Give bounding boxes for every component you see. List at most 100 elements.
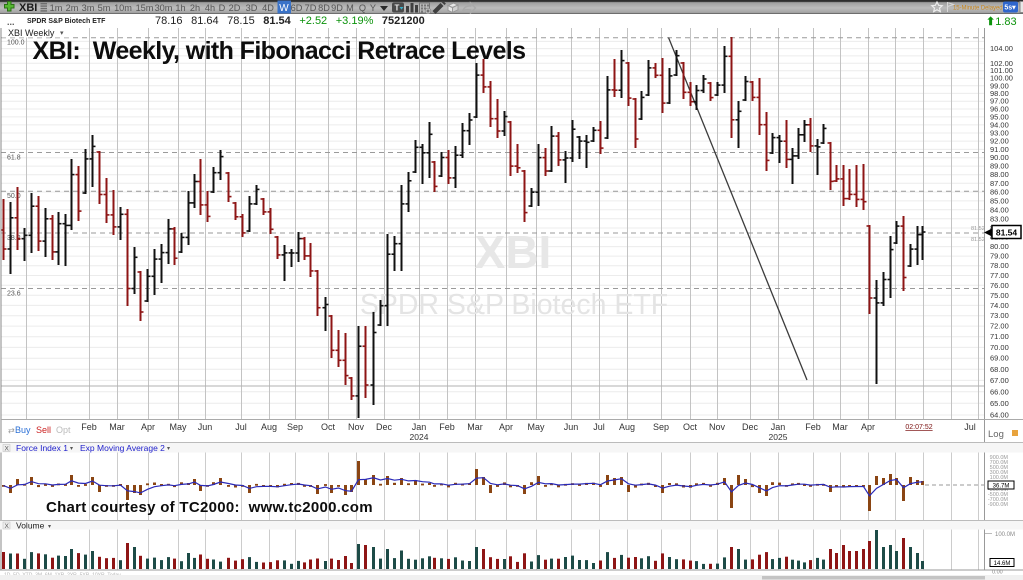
svg-text:5m: 5m [98,3,111,13]
svg-text:Sep: Sep [287,422,303,432]
svg-text:100.0M: 100.0M [995,532,1015,538]
svg-text:104.00: 104.00 [990,44,1013,53]
svg-text:Feb: Feb [439,422,455,432]
svg-text:0.00: 0.00 [992,570,1003,576]
svg-text:73.00: 73.00 [990,311,1009,320]
svg-text:Mar: Mar [832,422,848,432]
svg-text:69.00: 69.00 [990,354,1009,363]
svg-text:15m: 15m [136,3,154,13]
svg-text:⇄: ⇄ [8,426,15,435]
svg-text:30m: 30m [155,3,173,13]
svg-text:Apr: Apr [499,422,513,432]
svg-text:Volume: Volume [16,521,45,531]
svg-text:-300.0M: -300.0M [988,487,1009,493]
svg-text:▾: ▾ [167,446,170,452]
svg-text:80.00: 80.00 [990,242,1009,251]
svg-text:Jul: Jul [235,422,247,432]
svg-text:Nov: Nov [348,422,365,432]
svg-text:XBI Weekly: XBI Weekly [8,28,55,38]
svg-text:38.2: 38.2 [7,235,21,242]
svg-text:74.00: 74.00 [990,301,1009,310]
svg-text:86.00: 86.00 [990,188,1009,197]
svg-text:2h: 2h [190,3,200,13]
svg-text:-900.0M: -900.0M [988,502,1009,508]
svg-text:70.00: 70.00 [990,343,1009,352]
svg-text:95.00: 95.00 [990,112,1009,121]
svg-text:Opt: Opt [56,425,71,435]
svg-text:Oct: Oct [321,422,336,432]
svg-text:Dec: Dec [742,422,759,432]
svg-text:Jun: Jun [564,422,579,432]
svg-text:99.00: 99.00 [990,81,1009,90]
svg-text:-500.0M: -500.0M [988,492,1009,498]
svg-text:81.52: 81.52 [971,226,985,232]
svg-text:36.7M: 36.7M [993,484,1010,490]
svg-text:1m: 1m [50,3,63,13]
svg-text:Buy: Buy [15,425,31,435]
svg-text:Sell: Sell [36,425,51,435]
svg-text:▾: ▾ [70,446,73,452]
svg-text:98.00: 98.00 [990,89,1009,98]
svg-text:900.0M: 900.0M [990,455,1009,461]
svg-text:Sep: Sep [653,422,669,432]
svg-text:66.00: 66.00 [990,387,1009,396]
svg-text:101.00: 101.00 [990,66,1013,75]
svg-text:2D: 2D [229,3,241,13]
svg-text:85.00: 85.00 [990,196,1009,205]
svg-text:Chart courtesy of TC2000: www: Chart courtesy of TC2000: www.tc2000.com [46,499,373,516]
svg-text:XBI: Weekly, with Fibonacci R: XBI: Weekly, with Fibonacci Retrace Leve… [33,37,526,65]
svg-text:68.00: 68.00 [990,365,1009,374]
svg-text:▾: ▾ [48,524,51,530]
svg-text:7D: 7D [305,3,317,13]
svg-text:5s▾: 5s▾ [1004,5,1016,12]
svg-text:4h: 4h [205,3,215,13]
svg-text:100.00: 100.00 [990,74,1013,83]
svg-text:XBI: XBI [19,2,37,14]
svg-text:10m: 10m [114,3,132,13]
svg-text:65.00: 65.00 [990,399,1009,408]
svg-text:Jul: Jul [964,422,976,432]
svg-text:77.00: 77.00 [990,271,1009,280]
svg-text:2m: 2m [66,3,79,13]
svg-text:2024: 2024 [410,432,429,442]
svg-text:M: M [346,3,354,13]
svg-text:89.00: 89.00 [990,162,1009,171]
svg-text:XBI: XBI [475,226,552,278]
svg-text:Apr: Apr [861,422,875,432]
svg-text:91.00: 91.00 [990,145,1009,154]
svg-text:▾: ▾ [60,30,64,37]
svg-text:Apr: Apr [141,422,155,432]
svg-text:76.00: 76.00 [990,281,1009,290]
svg-text:14.6M: 14.6M [994,561,1011,567]
svg-text:X: X [5,446,10,453]
svg-text:May: May [527,422,545,432]
svg-text:W: W [279,3,289,14]
svg-text:Feb: Feb [805,422,821,432]
svg-text:Force Index 1: Force Index 1 [16,443,68,453]
svg-text:83.00: 83.00 [990,214,1009,223]
svg-text:97.00: 97.00 [990,97,1009,106]
svg-text:700.0M: 700.0M [990,460,1009,466]
svg-text:500.0M: 500.0M [990,465,1009,471]
svg-text:94.00: 94.00 [990,120,1009,129]
svg-text:Nov: Nov [709,422,726,432]
svg-text:Exp Moving Average 2: Exp Moving Average 2 [80,443,165,453]
svg-text:96.00: 96.00 [990,105,1009,114]
svg-text:X: X [5,523,10,530]
svg-text:9D: 9D [331,3,343,13]
svg-text:Feb: Feb [81,422,97,432]
svg-text:8D: 8D [318,3,330,13]
svg-text:Aug: Aug [261,422,277,432]
svg-text:75.00: 75.00 [990,291,1009,300]
svg-text:100.0M: 100.0M [990,475,1009,481]
svg-text:Mar: Mar [109,422,125,432]
svg-text:May: May [169,422,187,432]
svg-text:79.00: 79.00 [990,252,1009,261]
svg-text:2025: 2025 [769,432,788,442]
svg-text:300.0M: 300.0M [990,470,1009,476]
svg-text:4D: 4D [262,3,274,13]
svg-text:-700.0M: -700.0M [988,497,1009,503]
svg-text:84.00: 84.00 [990,205,1009,214]
svg-text:3D: 3D [246,3,258,13]
svg-text:02:07:52: 02:07:52 [905,424,932,431]
